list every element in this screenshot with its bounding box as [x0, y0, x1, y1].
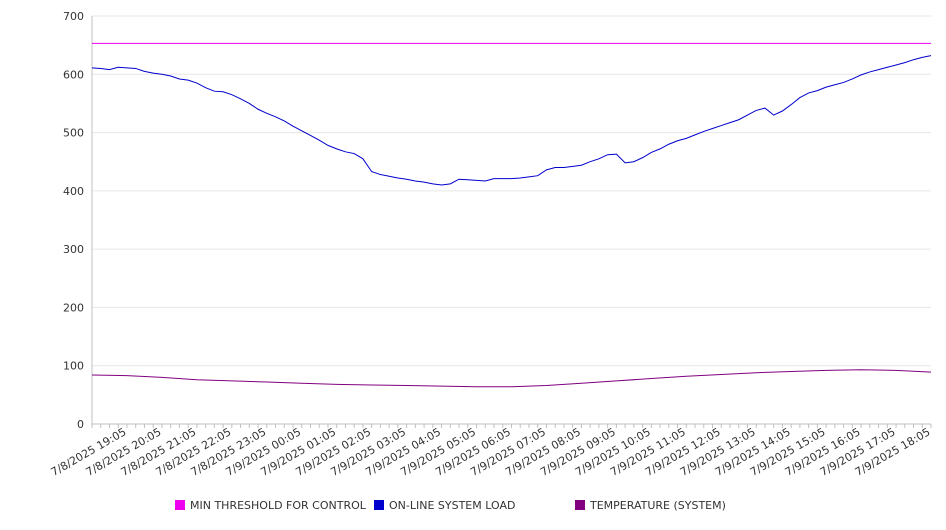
y-tick-label: 600 — [63, 68, 84, 81]
y-tick-label: 200 — [63, 301, 84, 314]
y-tick-labels: 0 100 200 300 400 500 600 700 — [63, 10, 84, 431]
legend-label: TEMPERATURE (SYSTEM) — [589, 499, 726, 512]
x-tick-labels: 7/8/2025 19:057/8/2025 20:057/8/2025 21:… — [49, 425, 933, 479]
y-tick-label: 300 — [63, 243, 84, 256]
y-tick-label: 700 — [63, 10, 84, 23]
legend-swatch — [175, 500, 185, 510]
y-tick-label: 500 — [63, 127, 84, 140]
legend-swatch — [575, 500, 585, 510]
series-line-1 — [91, 55, 932, 186]
series-lines — [91, 42, 932, 388]
axes — [91, 16, 932, 428]
series-line-2 — [91, 369, 932, 388]
y-tick-label: 400 — [63, 185, 84, 198]
y-tick-label: 100 — [63, 360, 84, 373]
y-tick-label: 0 — [77, 418, 84, 431]
legend-swatch — [374, 500, 384, 510]
gridlines — [92, 15, 931, 425]
legend-label: MIN THRESHOLD FOR CONTROL — [190, 499, 367, 512]
legend-label: ON-LINE SYSTEM LOAD — [389, 499, 515, 512]
legend: MIN THRESHOLD FOR CONTROL ON-LINE SYSTEM … — [175, 499, 726, 512]
